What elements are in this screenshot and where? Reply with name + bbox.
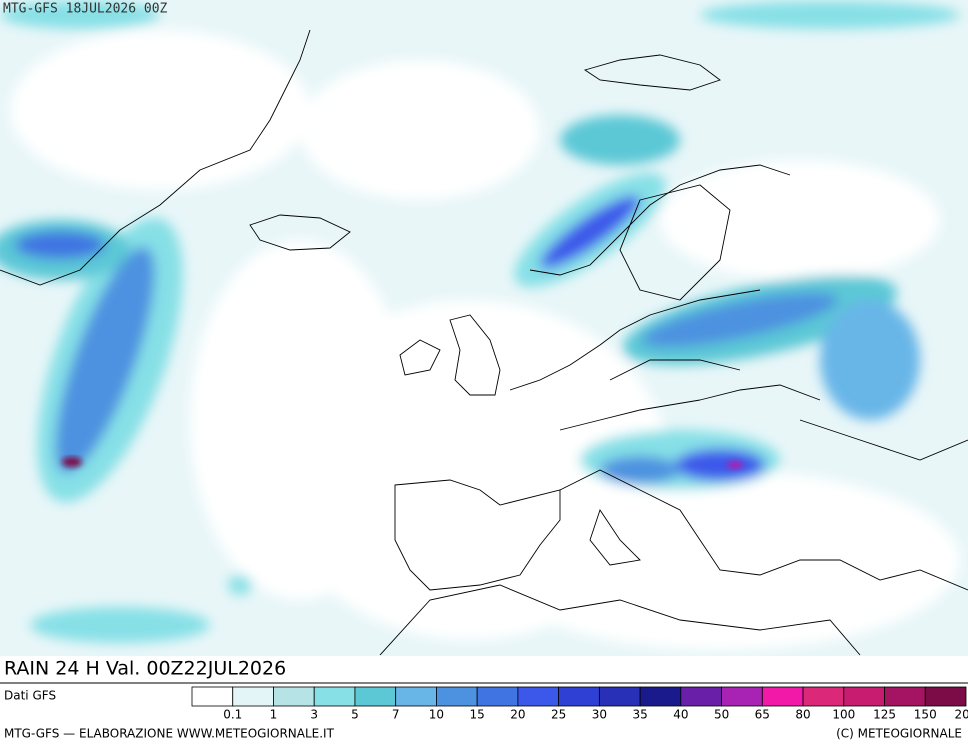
legend-label: 15 bbox=[470, 708, 485, 722]
source: Dati GFS bbox=[4, 689, 56, 703]
legend-swatch bbox=[354, 686, 397, 707]
legend-label: 5 bbox=[351, 708, 359, 722]
legend-swatch bbox=[802, 686, 845, 707]
legend-label: 3 bbox=[310, 708, 318, 722]
legend-label: 80 bbox=[795, 708, 810, 722]
legend-label: 25 bbox=[551, 708, 566, 722]
coastlines bbox=[0, 29, 968, 656]
legend-swatch bbox=[436, 686, 478, 707]
run-header: MTG-GFS 18JUL2026 00Z bbox=[3, 2, 168, 17]
legend-label: 30 bbox=[592, 708, 607, 722]
legend-label: 65 bbox=[755, 708, 770, 722]
map: MTG-GFS 18JUL2026 00Z bbox=[0, 0, 968, 656]
legend-swatch bbox=[680, 686, 722, 707]
legend-swatch bbox=[721, 686, 763, 707]
legend-label: 150 bbox=[914, 708, 937, 722]
legend-swatch bbox=[598, 686, 641, 707]
caption: RAIN 24 H Val. 00Z22JUL2026 bbox=[4, 658, 286, 680]
legend-label: 10 bbox=[429, 708, 444, 722]
legend-swatch bbox=[313, 686, 356, 707]
legend-swatch bbox=[558, 686, 600, 707]
legend-swatch bbox=[761, 686, 804, 707]
legend-swatch bbox=[191, 686, 234, 707]
legend-swatch bbox=[476, 686, 519, 707]
footer-left: MTG-GFS — ELABORAZIONE WWW.METEOGIORNALE… bbox=[4, 727, 335, 741]
legend-label: 125 bbox=[873, 708, 896, 722]
legend-swatch bbox=[273, 686, 315, 707]
legend-swatch bbox=[884, 686, 926, 707]
precip-field bbox=[0, 1, 960, 650]
legend-swatch bbox=[232, 686, 274, 707]
legend-swatch bbox=[639, 686, 682, 707]
legend-swatch bbox=[843, 686, 885, 707]
legend-label: 50 bbox=[714, 708, 729, 722]
legend-swatch bbox=[924, 686, 967, 707]
legend-label: 200 bbox=[955, 708, 968, 722]
legend-label: 0.1 bbox=[223, 708, 242, 722]
legend-label: 40 bbox=[673, 708, 688, 722]
legend-label: 100 bbox=[832, 708, 855, 722]
legend-label: 20 bbox=[510, 708, 525, 722]
legend-label: 35 bbox=[632, 708, 647, 722]
footer-right: (C) METEOGIORNALE bbox=[836, 727, 962, 741]
legend-swatch bbox=[395, 686, 437, 707]
legend-swatch bbox=[517, 686, 560, 707]
color-legend: 0.1135710152025303540506580100125150200 bbox=[191, 686, 968, 722]
legend-label: 1 bbox=[270, 708, 278, 722]
legend-label: 7 bbox=[392, 708, 400, 722]
